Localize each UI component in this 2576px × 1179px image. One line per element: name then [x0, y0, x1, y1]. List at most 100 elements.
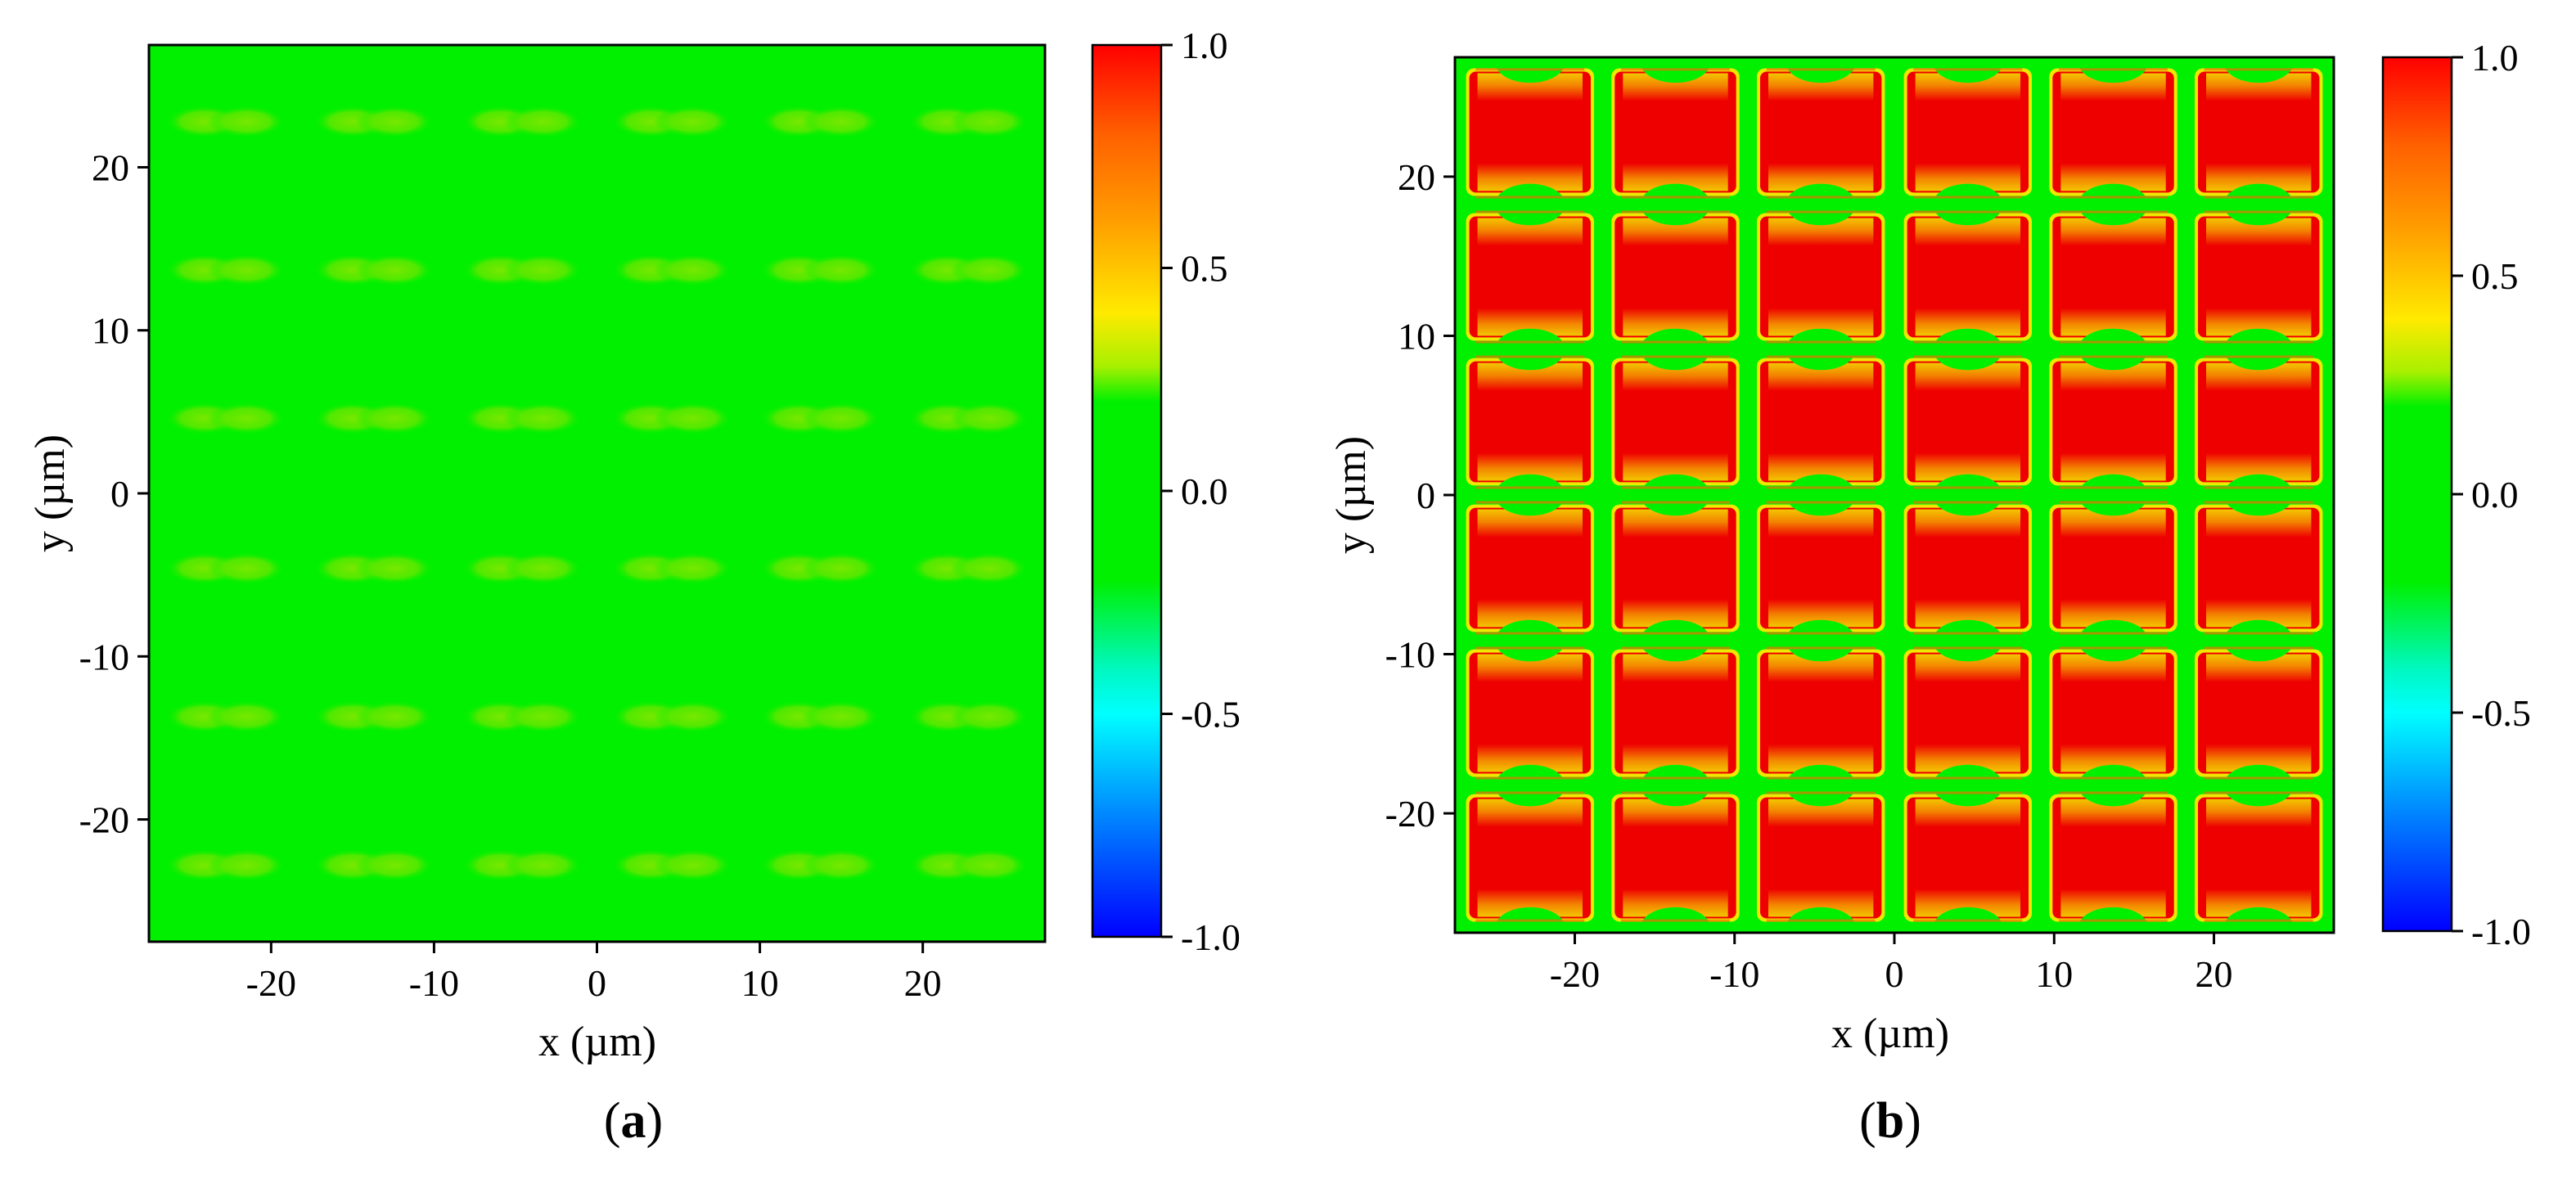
- panel-b-gap-spot: [2223, 183, 2295, 226]
- panel-a-spot: [207, 848, 286, 882]
- panel-b-cell: [1469, 216, 1591, 338]
- panel-b-colorbar-tick-label: 0.0: [2471, 474, 2519, 515]
- panel-a-ylabel: y (µm): [27, 434, 74, 552]
- panel-a-spot: [802, 105, 880, 138]
- panel-b-cell: [1759, 361, 1882, 483]
- panel-b-gap-spot: [2078, 183, 2149, 226]
- panel-a-spot: [654, 551, 732, 585]
- panel-b-gap-spot: [1494, 328, 1565, 371]
- panel-a-x-tick-label: -10: [409, 962, 459, 1004]
- panel-b-cell: [2052, 216, 2174, 338]
- panel-b-colorbar-tick-label: -1.0: [2471, 911, 2531, 952]
- panel-b-cell: [1907, 652, 2029, 774]
- panel-a-colorbar-tick-label: 0.0: [1181, 470, 1228, 512]
- panel-a-label: (a): [604, 1093, 663, 1149]
- panel-b-colorbar-tick-label: -0.5: [2471, 692, 2531, 734]
- panel-b-cell: [1759, 216, 1882, 338]
- panel-b-cell: [1469, 361, 1591, 483]
- panel-b-cell: [1469, 797, 1591, 919]
- panel-b-gap-spot: [2223, 764, 2295, 807]
- panel-b-gap-spot: [2078, 328, 2149, 371]
- panel-a-colorbar-tick-label: -0.5: [1181, 694, 1241, 736]
- panel-a: -20 -10 0 10 20 -20 -10 0 10 20 x (µm) y (µm) 1.0…: [27, 25, 1241, 1149]
- panel-b-cell: [1615, 507, 1736, 629]
- panel-b-y-tick-label: 20: [1398, 156, 1435, 198]
- panel-b-gap-spot: [1932, 57, 2003, 83]
- panel-a-spot: [355, 254, 435, 286]
- panel-b-cell: [2052, 797, 2174, 919]
- panel-a-colorbar-tick-label: 0.5: [1181, 248, 1228, 290]
- panel-a-y-tick-label: 20: [92, 146, 129, 188]
- panel-a-y-tick-label: 10: [92, 310, 129, 352]
- panel-b-ylabel: y (µm): [1328, 436, 1375, 554]
- panel-a-x-tick-label: -20: [246, 962, 296, 1004]
- panel-b-cell: [1907, 71, 2029, 193]
- panel-b-colorbar-tick-label: 1.0: [2471, 37, 2519, 79]
- panel-a-spot: [950, 700, 1029, 733]
- panel-b-colorbar-ticks: 1.0 0.5 0.0 -0.5 -1.0: [2452, 37, 2531, 952]
- panel-b-cell: [1469, 652, 1591, 774]
- panel-a-spot: [207, 105, 286, 138]
- panel-b-cell: [2052, 361, 2174, 483]
- panel-b-y-tick-label: 0: [1416, 475, 1435, 516]
- panel-b-x-tick-label: -20: [1550, 953, 1600, 995]
- panel-a-spot: [207, 551, 286, 585]
- panel-a-ticks: -20 -10 0 10 20 -20 -10 0 10 20: [79, 146, 942, 1004]
- panel-b-cell: [2198, 507, 2320, 629]
- panel-b-cell: [2198, 71, 2320, 193]
- panel-b-gap-spot: [1640, 57, 1711, 83]
- panel-b-gap-spot: [2223, 619, 2295, 662]
- panel-b-gap-spot: [1932, 764, 2003, 807]
- panel-b-gap-spot: [1932, 474, 2003, 516]
- panel-a-colorbar-tick-label: 1.0: [1181, 25, 1228, 66]
- panel-b-gap-spot: [1786, 907, 1857, 933]
- panel-b-cell: [2052, 652, 2174, 774]
- panel-a-spot: [355, 848, 435, 882]
- panel-b-cell: [1615, 216, 1736, 338]
- panel-a-colorbar-ticks: 1.0 0.5 0.0 -0.5 -1.0: [1161, 25, 1241, 958]
- panel-b-gap-spot: [2078, 907, 2149, 933]
- panel-a-spot: [654, 105, 732, 138]
- panel-a-spot: [355, 551, 435, 585]
- panel-b-xlabel: x (µm): [1831, 1010, 1949, 1057]
- panel-b-gap-spot: [1640, 474, 1711, 516]
- panel-b-cell: [2198, 652, 2320, 774]
- panel-b: -20 -10 0 10 20 -20 -10 0 10 20 x (µm) y (µm) 1.0…: [1328, 37, 2531, 1149]
- panel-a-spots: [164, 105, 1029, 882]
- panel-b-gap-spot: [1640, 619, 1711, 662]
- panel-a-y-tick-label: 0: [110, 473, 129, 515]
- panel-b-label: (b): [1859, 1093, 1921, 1149]
- panel-b-gap-spot: [2223, 474, 2295, 516]
- panel-b-cell: [1615, 71, 1736, 193]
- panel-b-cells: [1466, 57, 2323, 933]
- panel-b-gap-spot: [1786, 619, 1857, 662]
- panel-b-gap-spot: [1786, 764, 1857, 807]
- panel-b-gap-spot: [1494, 619, 1565, 662]
- panel-b-gap-spot: [1494, 57, 1565, 83]
- panel-a-spot: [802, 551, 880, 585]
- panel-b-ticks: -20 -10 0 10 20 -20 -10 0 10 20: [1385, 156, 2233, 995]
- panel-a-spot: [802, 700, 880, 733]
- panel-a-x-tick-label: 20: [904, 962, 942, 1004]
- panel-b-cell: [2198, 361, 2320, 483]
- panel-b-gap-spot: [1786, 57, 1857, 83]
- panel-b-cell: [1759, 652, 1882, 774]
- panel-a-colorbar: [1091, 43, 1163, 938]
- panel-a-xlabel: x (µm): [538, 1019, 656, 1065]
- panel-a-spot: [504, 700, 583, 733]
- panel-b-gap-spot: [2223, 328, 2295, 371]
- panel-b-x-tick-label: 0: [1885, 953, 1904, 995]
- panel-b-gap-spot: [1494, 474, 1565, 516]
- panel-a-spot: [654, 700, 732, 733]
- panel-a-y-tick-label: -10: [79, 636, 129, 677]
- panel-a-spot: [654, 254, 732, 286]
- panel-a-spot: [950, 105, 1029, 138]
- panel-a-spot: [504, 402, 583, 435]
- panel-a-spot: [950, 402, 1029, 435]
- panel-b-gap-spot: [1786, 183, 1857, 226]
- panel-b-gap-spot: [2078, 764, 2149, 807]
- panel-a-spot: [504, 848, 583, 882]
- panel-b-heatmap-background: [1455, 57, 2334, 933]
- panel-b-gap-spot: [1932, 907, 2003, 933]
